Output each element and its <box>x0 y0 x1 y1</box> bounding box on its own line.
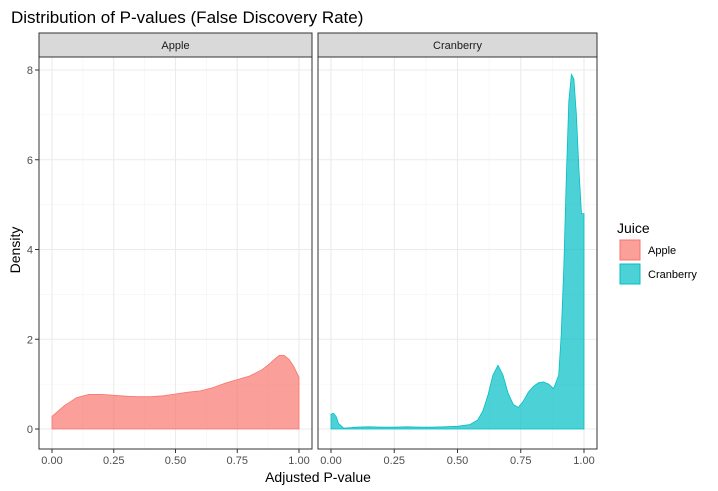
x-tick-label: 0.75 <box>227 455 248 467</box>
legend-label-cranberry: Cranberry <box>648 269 697 281</box>
x-tick-label: 0.50 <box>447 455 468 467</box>
x-tick-label: 0.25 <box>384 455 405 467</box>
x-tick-label: 0.00 <box>41 455 62 467</box>
legend-title: Juice <box>617 220 650 236</box>
y-tick-label: 2 <box>27 334 33 346</box>
y-tick-label: 0 <box>27 424 33 436</box>
facet-cranberry: Cranberry 0.00 0.25 0.50 0.75 1.00 <box>317 32 598 467</box>
x-tick-label: 0.25 <box>103 455 124 467</box>
strip-background <box>317 32 598 58</box>
strip-background <box>38 32 313 58</box>
strip-label: Cranberry <box>433 40 482 52</box>
facet-panels: Apple 0.00 0.25 0.50 0.75 1.00 0 2 4 6 8 Cranberry 0… <box>27 32 598 467</box>
strip-label: Apple <box>161 40 189 52</box>
y-tick-label: 6 <box>27 155 33 167</box>
x-tick-label: 1.00 <box>573 455 594 467</box>
legend: Juice Apple Cranberry <box>617 220 697 285</box>
facet-apple: Apple 0.00 0.25 0.50 0.75 1.00 0 2 4 6 8 <box>27 32 313 467</box>
density-area-apple <box>51 355 300 430</box>
x-tick-label: 0.50 <box>165 455 186 467</box>
chart-title: Distribution of P-values (False Discover… <box>11 8 363 27</box>
x-axis-title: Adjusted P-value <box>265 469 371 485</box>
legend-key-cranberry <box>619 263 641 285</box>
x-tick-label: 0.75 <box>510 455 531 467</box>
y-tick-label: 4 <box>27 245 33 257</box>
legend-key-apple <box>619 239 641 261</box>
legend-label-apple: Apple <box>648 245 676 257</box>
x-tick-label: 1.00 <box>288 455 309 467</box>
x-tick-label: 0.00 <box>320 455 341 467</box>
density-area-cranberry <box>330 73 585 430</box>
y-tick-label: 8 <box>27 65 33 77</box>
y-axis-title: Density <box>7 227 23 274</box>
